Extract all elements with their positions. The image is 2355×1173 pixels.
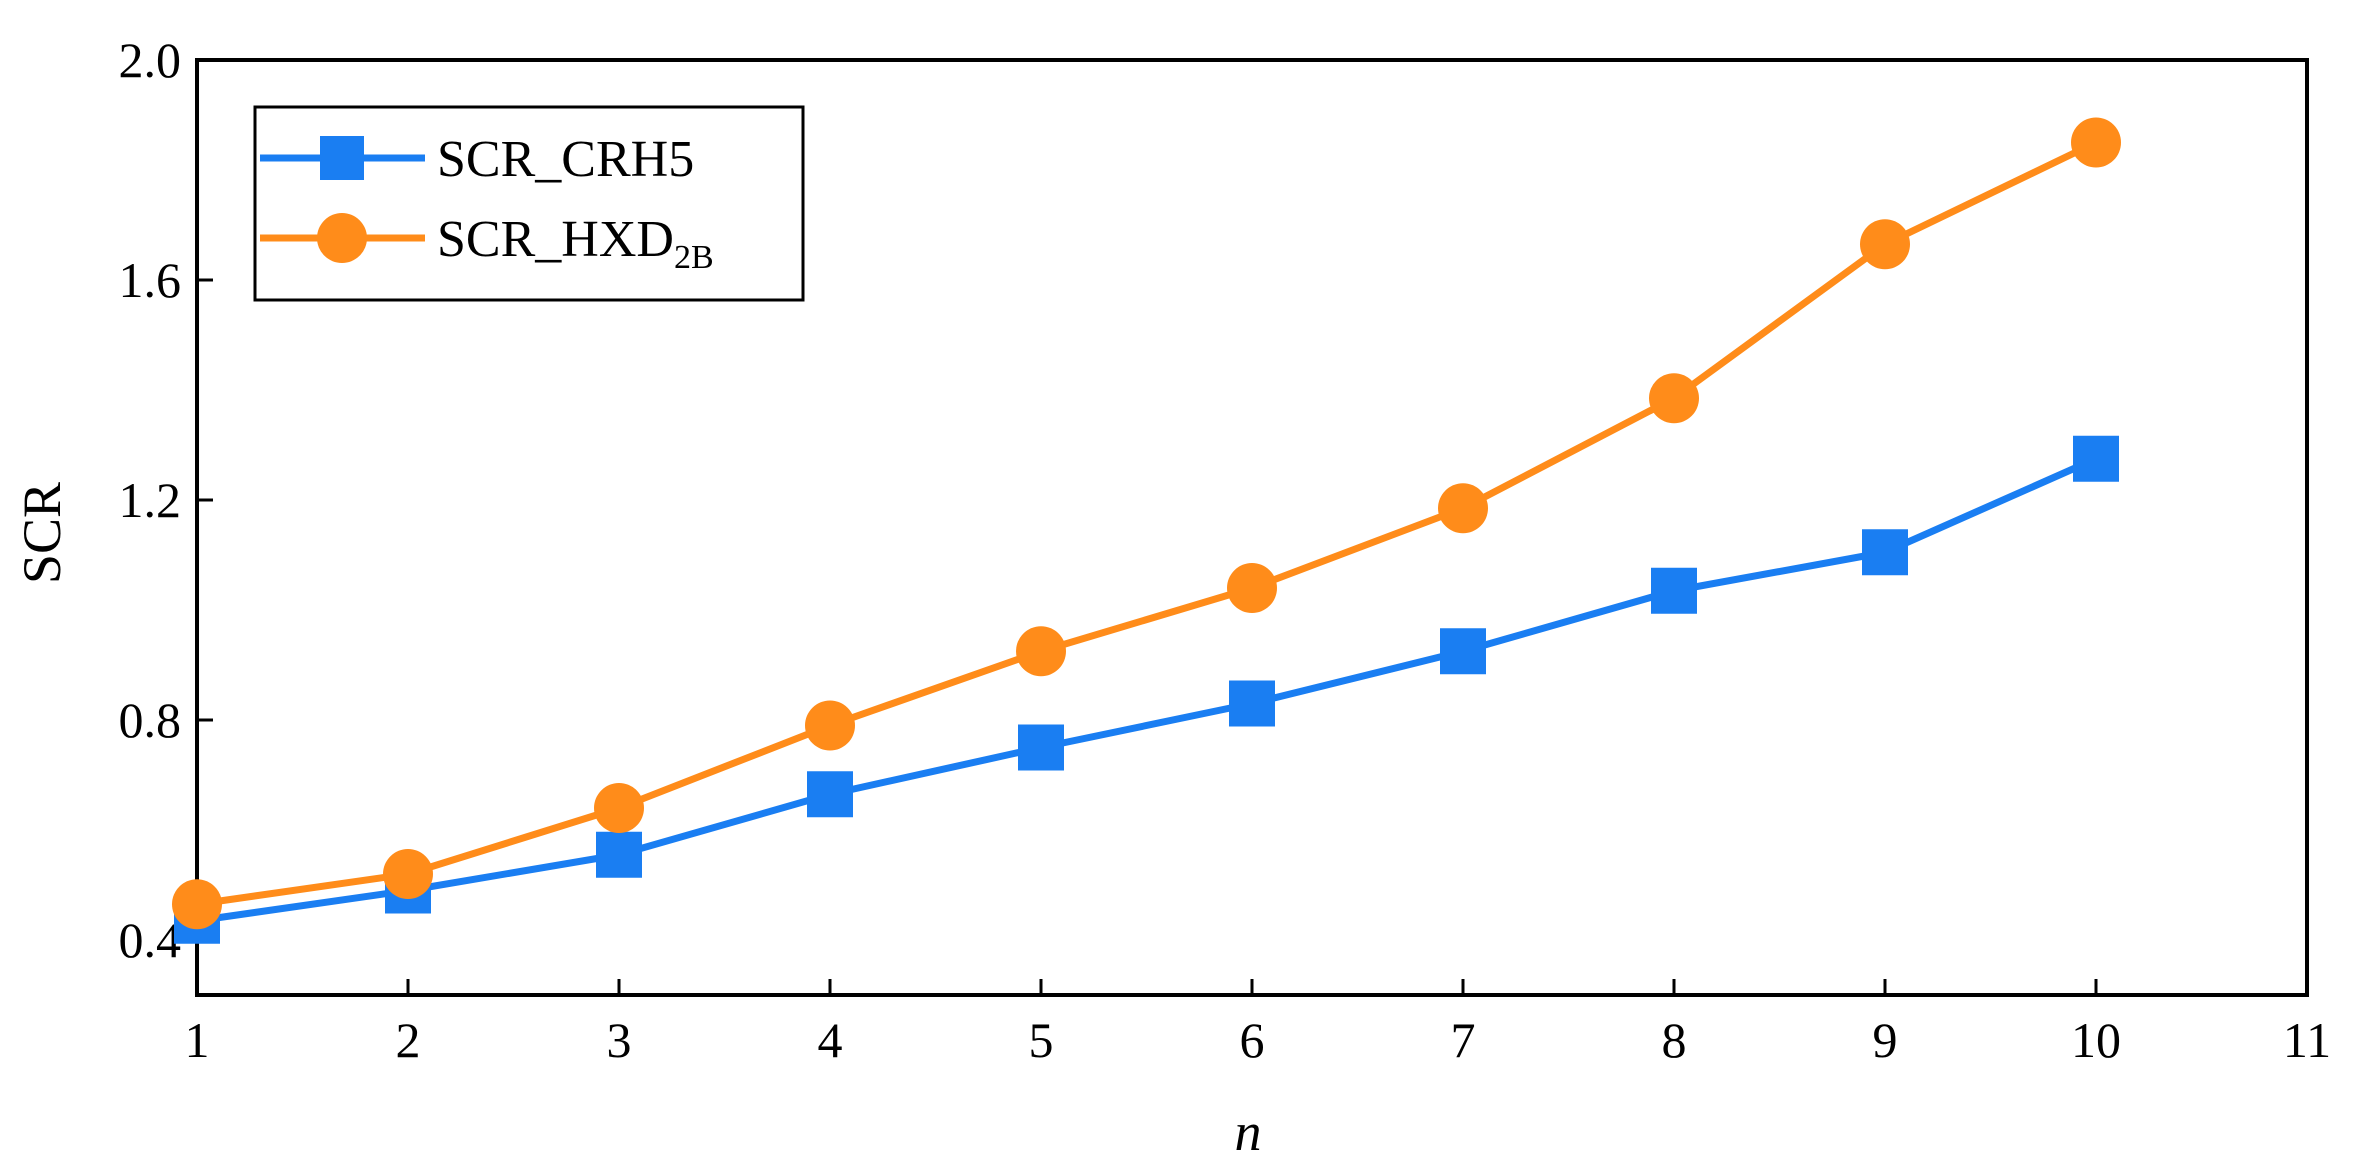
x-axis-title: n [1235, 1102, 1262, 1162]
legend-entry-hxd2b: SCR_HXD2B [260, 211, 714, 276]
legend-label-hxd2b-main: SCR_HXD [437, 211, 674, 268]
data-point-hxd2b [2071, 117, 2121, 168]
x-tick-label: 1 [185, 1012, 210, 1068]
data-point-crh5 [2073, 435, 2119, 482]
data-point-crh5 [596, 831, 642, 878]
legend-label-crh5: SCR_CRH5 [437, 131, 694, 188]
x-tick-label: 7 [1451, 1012, 1476, 1068]
y-tick-label: 0.8 [119, 692, 182, 748]
data-point-crh5 [1018, 724, 1064, 771]
y-tick-label: 0.4 [119, 912, 182, 968]
legend: SCR_CRH5 SCR_HXD2B [253, 105, 805, 302]
legend-marker-crh5 [320, 136, 364, 180]
x-tick-label: 10 [2071, 1012, 2121, 1068]
data-point-crh5 [807, 771, 853, 818]
data-point-hxd2b [1649, 373, 1699, 424]
x-tick-label: 6 [1240, 1012, 1265, 1068]
series-line-hxd2b [196, 139, 2098, 908]
data-point-hxd2b [1438, 483, 1488, 534]
data-point-hxd2b [594, 783, 644, 833]
series-layer [172, 117, 2121, 944]
data-point-hxd2b [1860, 219, 1910, 270]
legend-label-hxd2b: SCR_HXD2B [437, 211, 714, 276]
y-tick-label: 2.0 [119, 32, 182, 88]
y-axis-title: SCR [12, 482, 72, 584]
series-line-crh5 [196, 455, 2098, 925]
data-point-hxd2b [172, 879, 222, 930]
data-point-crh5 [1862, 529, 1908, 576]
data-point-crh5 [1440, 628, 1486, 675]
x-tick-label: 11 [2283, 1012, 2331, 1068]
x-tick-label: 9 [1873, 1012, 1898, 1068]
data-point-hxd2b [1016, 626, 1066, 677]
legend-marker-hxd2b [317, 213, 367, 263]
x-tick-label: 8 [1662, 1012, 1687, 1068]
data-point-crh5 [1651, 567, 1697, 614]
data-point-hxd2b [383, 849, 433, 899]
x-axis: 1 2 3 4 5 6 7 8 9 10 11 [185, 979, 2331, 1068]
data-point-hxd2b [805, 700, 855, 751]
y-axis: 0.4 0.8 1.2 1.6 2.0 [119, 32, 213, 968]
data-point-hxd2b [1227, 563, 1277, 613]
legend-label-hxd2b-subscript: 2B [674, 239, 714, 276]
y-tick-label: 1.6 [119, 252, 182, 308]
x-tick-label: 3 [607, 1012, 632, 1068]
legend-entry-crh5: SCR_CRH5 [260, 131, 694, 188]
y-tick-label: 1.2 [119, 472, 182, 528]
data-point-crh5 [1229, 680, 1275, 727]
x-tick-label: 4 [818, 1012, 843, 1068]
x-tick-label: 2 [396, 1012, 421, 1068]
x-tick-label: 5 [1029, 1012, 1054, 1068]
